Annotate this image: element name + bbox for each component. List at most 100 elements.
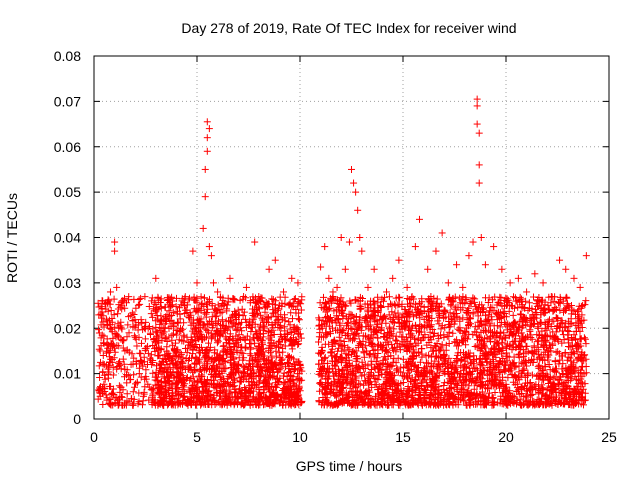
data-point (345, 238, 353, 246)
x-tick-label: 5 (193, 429, 201, 445)
data-point (207, 252, 215, 260)
x-tick-label: 0 (90, 429, 98, 445)
dense-data-points (94, 293, 590, 409)
data-point (481, 261, 489, 269)
data-point (325, 274, 333, 282)
y-tick-label: 0.04 (54, 230, 81, 246)
grid (94, 56, 609, 419)
data-point (403, 283, 411, 291)
data-point (469, 238, 477, 246)
data-point (354, 206, 362, 214)
data-point (337, 234, 345, 241)
data-point (358, 247, 366, 255)
data-point (432, 247, 440, 255)
data-point (473, 95, 481, 103)
data-point (453, 261, 461, 269)
data-point (341, 265, 349, 273)
data-point (201, 165, 209, 173)
data-point (490, 243, 498, 251)
y-tick-label: 0.01 (54, 366, 81, 382)
data-point (214, 288, 222, 296)
y-tick-label: 0.02 (54, 320, 81, 336)
data-point (475, 179, 483, 187)
data-point (203, 118, 211, 126)
data-point (288, 274, 296, 282)
data-point (271, 256, 279, 264)
data-point (562, 265, 570, 273)
data-point (415, 215, 423, 223)
data-point (205, 243, 213, 251)
data-point (199, 224, 207, 232)
data-point (570, 274, 578, 282)
data-points (94, 95, 590, 409)
y-tick-label: 0.06 (54, 139, 81, 155)
x-tick-label: 10 (292, 429, 308, 445)
data-point (348, 165, 355, 173)
data-point (333, 283, 341, 291)
data-point (424, 265, 432, 273)
data-point (444, 279, 452, 287)
data-point (209, 279, 217, 287)
data-point (113, 283, 121, 291)
x-tick-label: 15 (395, 429, 411, 445)
y-tick-label: 0.07 (54, 93, 81, 109)
data-point (514, 274, 522, 282)
data-point (539, 279, 547, 287)
data-point (473, 120, 481, 128)
data-point (193, 279, 201, 287)
data-point (203, 147, 211, 155)
chart-title: Day 278 of 2019, Rate Of TEC Index for r… (181, 20, 516, 36)
x-tick-label: 20 (498, 429, 514, 445)
y-tick-label: 0.03 (54, 275, 81, 291)
data-point (111, 238, 119, 246)
data-point (498, 265, 506, 273)
data-point (411, 243, 419, 251)
data-point (226, 274, 234, 282)
ticks: 0 5 10 15 20 25 0 0.01 0.02 0.03 0.04 0.05 0.06 0.07 0… (54, 48, 617, 445)
data-point (251, 238, 259, 246)
data-point (389, 274, 397, 282)
data-point (242, 283, 250, 291)
data-point (317, 263, 325, 271)
data-point (125, 329, 133, 337)
data-point (473, 102, 481, 110)
data-point (201, 193, 209, 201)
y-tick-label: 0.08 (54, 48, 81, 64)
data-point (111, 247, 119, 255)
data-point (438, 229, 446, 237)
plot-frame (93, 55, 610, 420)
x-tick-label: 25 (601, 429, 617, 445)
axes (93, 55, 610, 420)
x-axis-label: GPS time / hours (296, 458, 403, 474)
data-point (531, 270, 539, 278)
data-point (189, 247, 197, 255)
data-point (265, 265, 273, 273)
data-point (280, 288, 288, 296)
data-point (576, 283, 584, 291)
data-point (582, 252, 590, 260)
data-point (321, 243, 329, 251)
data-point (506, 279, 514, 287)
y-tick-label: 0.05 (54, 184, 81, 200)
data-point (203, 134, 211, 142)
data-point (106, 288, 114, 296)
data-point (477, 234, 485, 241)
data-point (352, 188, 360, 196)
data-point (383, 288, 391, 296)
data-point (364, 283, 372, 291)
data-point (350, 179, 358, 187)
data-point (556, 256, 564, 264)
data-point (475, 129, 483, 137)
data-point (370, 265, 378, 273)
data-point (205, 125, 213, 133)
data-point (475, 161, 483, 169)
data-point (356, 234, 364, 241)
data-point (459, 283, 467, 291)
y-tick-label: 0 (73, 411, 81, 427)
data-point (523, 288, 531, 296)
data-point (395, 256, 403, 264)
data-point (96, 347, 104, 355)
y-axis-label: ROTI / TECUs (4, 193, 20, 283)
data-point (294, 279, 302, 287)
